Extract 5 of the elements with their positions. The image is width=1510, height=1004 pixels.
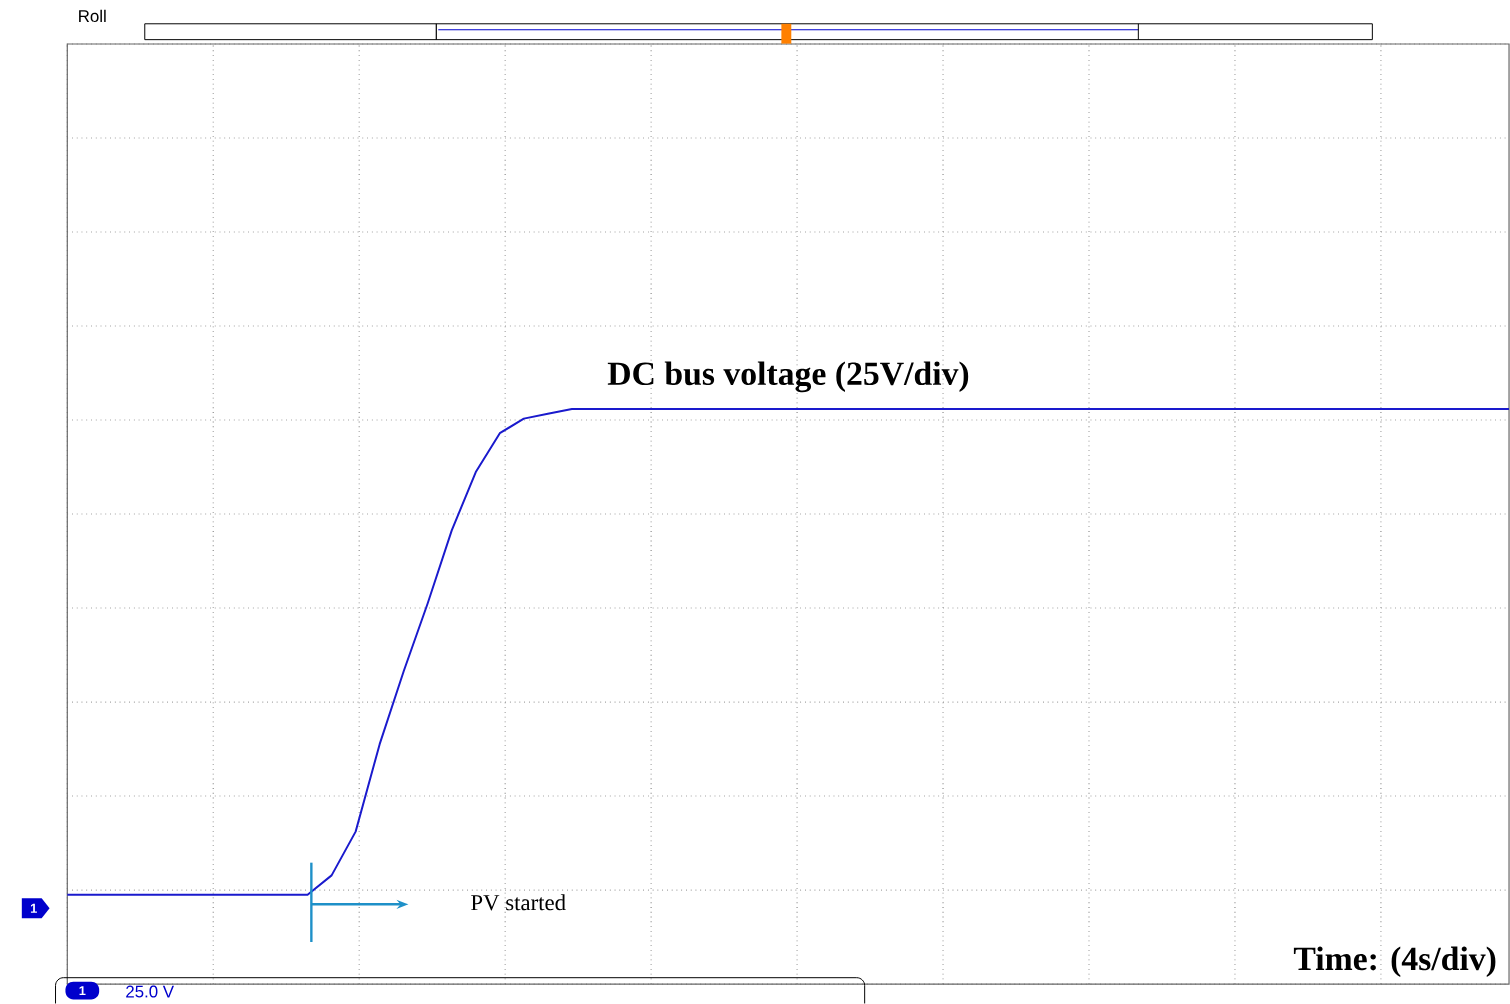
text: 25.0 V	[126, 985, 174, 998]
text: Time: (4s/div)	[1293, 946, 1496, 978]
text: DC bus voltage (25V/div)	[607, 361, 969, 393]
text: Roll	[79, 9, 106, 23]
annotation: PV started	[471, 894, 566, 911]
